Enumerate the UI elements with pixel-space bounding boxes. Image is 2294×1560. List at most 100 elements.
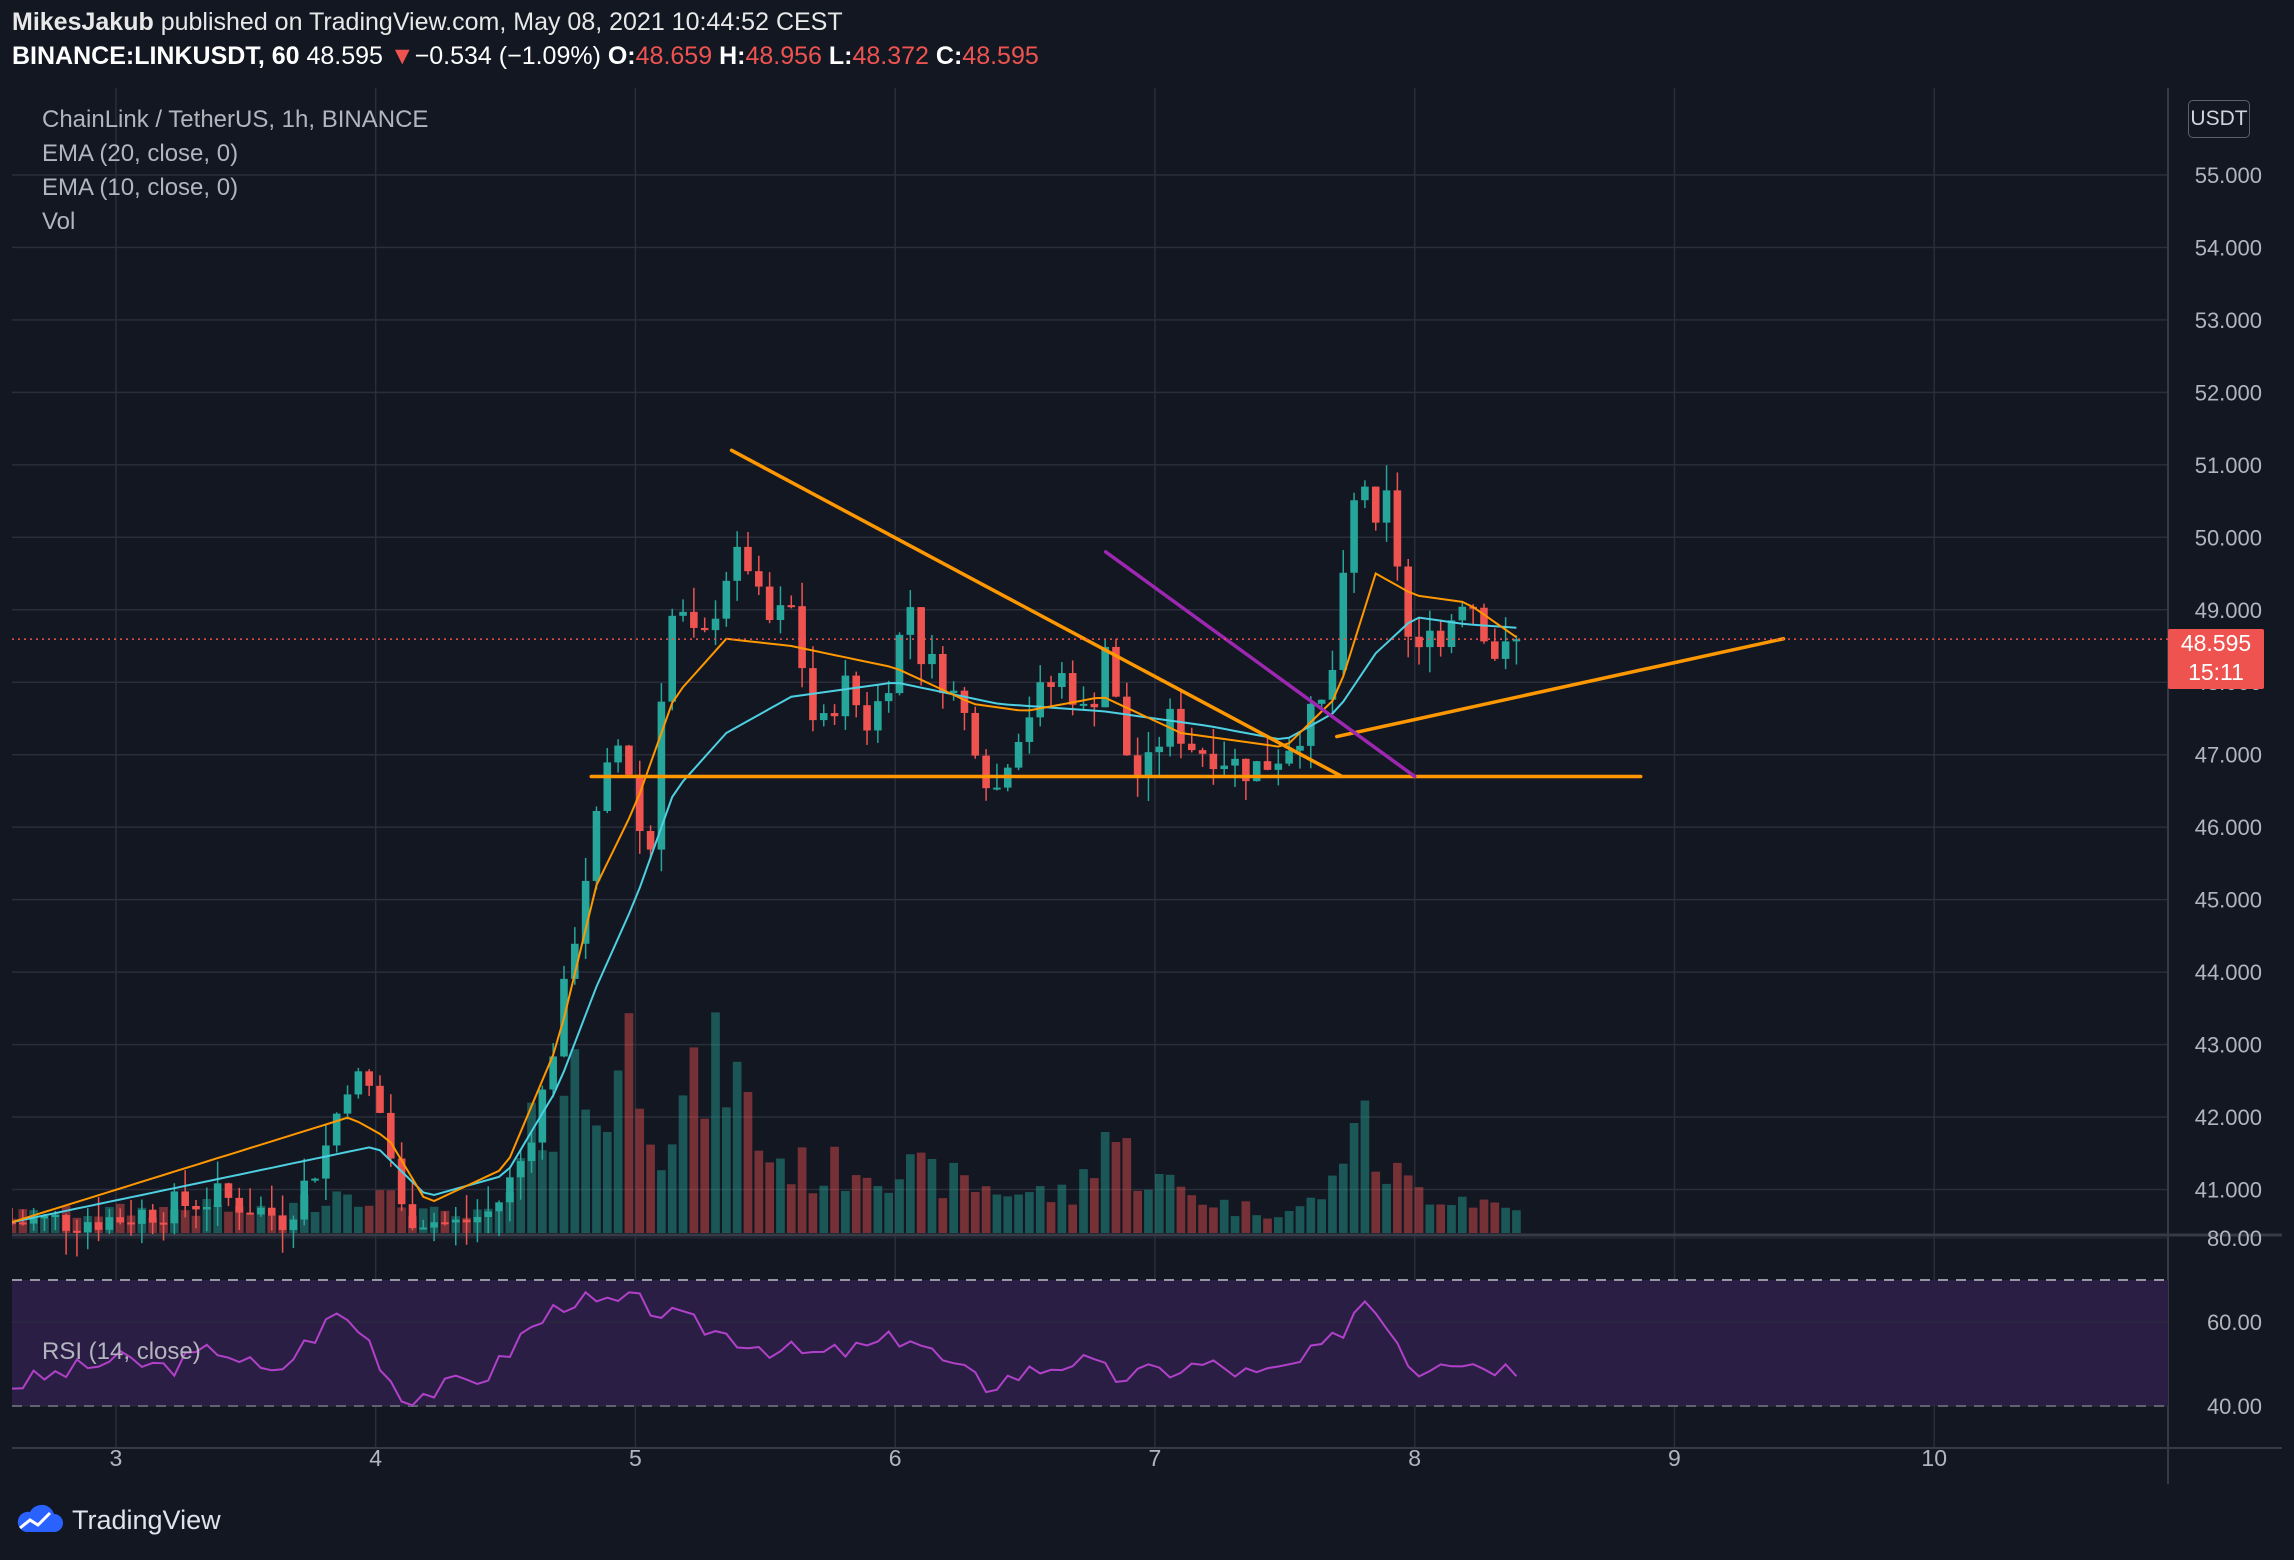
candle-body bbox=[376, 1085, 384, 1113]
volume-bar bbox=[105, 1206, 114, 1233]
ema10-line bbox=[12, 572, 1517, 1224]
change-value: −0.534 (−1.09%) bbox=[414, 42, 601, 70]
candle-body bbox=[441, 1222, 449, 1225]
volume-bar bbox=[1133, 1190, 1142, 1233]
y-axis-tick-label: 54.000 bbox=[2195, 235, 2262, 260]
symbol-label: BINANCE:LINKUSDT, 60 bbox=[12, 42, 300, 70]
candle-body bbox=[159, 1222, 168, 1225]
volume-bar bbox=[1144, 1189, 1153, 1233]
volume-bar bbox=[754, 1150, 764, 1233]
candle-body bbox=[1155, 746, 1164, 753]
rsi-line bbox=[12, 1290, 1518, 1407]
candle-body bbox=[1371, 486, 1380, 523]
candle-body bbox=[755, 571, 763, 587]
y-axis-tick-label: 44.000 bbox=[2195, 960, 2262, 985]
volume-bar bbox=[916, 1152, 926, 1233]
volume-bar bbox=[1490, 1202, 1500, 1233]
candle-body bbox=[1209, 753, 1218, 770]
high-value: 48.956 bbox=[745, 42, 822, 70]
volume-bar bbox=[1382, 1183, 1391, 1233]
close-label: C: bbox=[935, 42, 963, 70]
candle-body bbox=[993, 787, 1001, 790]
volume-bar bbox=[148, 1217, 158, 1233]
candle-body bbox=[267, 1207, 276, 1216]
volume-bar bbox=[1447, 1205, 1456, 1233]
candle-body bbox=[127, 1222, 135, 1225]
candle-body bbox=[787, 605, 796, 608]
candle-body bbox=[138, 1209, 146, 1224]
candle-body bbox=[1404, 566, 1412, 637]
volume-bar bbox=[115, 1203, 125, 1233]
volume-bar bbox=[234, 1206, 244, 1233]
volume-bar bbox=[1165, 1174, 1175, 1233]
candle-body bbox=[83, 1222, 92, 1233]
candle-body bbox=[170, 1191, 179, 1224]
candle-body bbox=[1447, 620, 1456, 648]
volume-bar bbox=[483, 1208, 493, 1233]
volume-bar bbox=[1111, 1142, 1121, 1233]
candle-body bbox=[1317, 699, 1326, 704]
candle-body bbox=[419, 1227, 428, 1230]
volume-bar bbox=[397, 1207, 406, 1233]
candle-body bbox=[1133, 755, 1142, 778]
candle-body bbox=[289, 1219, 298, 1231]
volume-bar bbox=[429, 1206, 439, 1233]
volume-bar bbox=[808, 1193, 818, 1233]
candle-body bbox=[700, 627, 709, 631]
volume-bar bbox=[992, 1194, 1002, 1233]
candle-body bbox=[235, 1197, 244, 1213]
candle-body bbox=[495, 1202, 503, 1212]
candle-body bbox=[603, 762, 612, 811]
volume-bar bbox=[29, 1210, 38, 1233]
volume-bar bbox=[581, 1109, 590, 1233]
x-axis-tick-label: 3 bbox=[110, 1445, 123, 1471]
volume-bar bbox=[819, 1185, 829, 1233]
volume-bar bbox=[375, 1190, 385, 1233]
high-label: H: bbox=[719, 42, 746, 70]
volume-bar bbox=[94, 1216, 103, 1233]
candle-body bbox=[1090, 703, 1099, 708]
volume-bar bbox=[440, 1210, 450, 1233]
candle-body bbox=[506, 1177, 514, 1203]
candle-body bbox=[744, 546, 752, 572]
volume-bar bbox=[667, 1144, 677, 1233]
x-axis-tick-label: 7 bbox=[1149, 1445, 1162, 1471]
candle-body bbox=[300, 1180, 309, 1220]
candle-body bbox=[852, 675, 861, 706]
candle-body bbox=[1350, 500, 1358, 573]
low-label: L: bbox=[828, 42, 853, 70]
last-price-tag: 48.595 15:11 bbox=[2168, 629, 2264, 689]
chart-area[interactable]: 3 4 5 6 7 8 9 10 41.000 42.000 43.000 44.000 45.000 4… bbox=[12, 88, 2282, 1484]
volume-bar bbox=[527, 1102, 536, 1233]
bar-countdown: 15:11 bbox=[2188, 659, 2244, 685]
currency-button[interactable]: USDT bbox=[2188, 100, 2250, 138]
price-chart[interactable]: 3 4 5 6 7 8 9 10 41.000 42.000 43.000 44.000 45.000 4… bbox=[12, 88, 2282, 1484]
tradingview-logo[interactable]: TradingView bbox=[12, 1504, 221, 1536]
y-axis-tick-label: 49.000 bbox=[2195, 598, 2262, 623]
volume-bar bbox=[256, 1205, 266, 1233]
candle-body bbox=[527, 1142, 536, 1162]
volume-bar bbox=[1046, 1202, 1056, 1233]
volume-bar bbox=[1403, 1175, 1413, 1233]
volume-bar bbox=[1209, 1207, 1218, 1233]
y-axis-tick-label: 41.000 bbox=[2195, 1178, 2262, 1203]
volume-bar bbox=[1349, 1123, 1359, 1233]
candle-body bbox=[906, 607, 915, 635]
volume-bar bbox=[1187, 1195, 1197, 1233]
volume-bar bbox=[830, 1146, 839, 1233]
volume-bar bbox=[1371, 1171, 1381, 1233]
volume-bar bbox=[191, 1215, 201, 1233]
x-axis-tick-label: 8 bbox=[1408, 1445, 1421, 1471]
x-axis-tick-label: 4 bbox=[369, 1445, 382, 1471]
candle-body bbox=[1415, 636, 1423, 648]
volume-bar bbox=[1057, 1184, 1067, 1233]
rsi-tick-label: 40.00 bbox=[2207, 1394, 2262, 1419]
candle-body bbox=[105, 1217, 114, 1230]
volume-bar bbox=[1025, 1192, 1034, 1233]
volume-bar bbox=[72, 1217, 82, 1233]
candle-body bbox=[982, 755, 990, 789]
volume-bar bbox=[949, 1162, 958, 1233]
legend-ema10: EMA (10, close, 0) bbox=[42, 174, 239, 201]
volume-bar bbox=[548, 1151, 558, 1233]
y-axis-tick-label: 43.000 bbox=[2195, 1033, 2262, 1058]
